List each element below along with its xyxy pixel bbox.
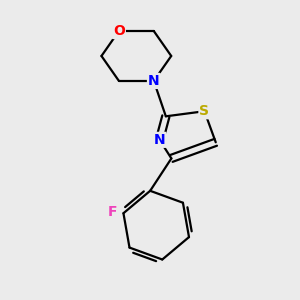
Text: F: F — [108, 205, 118, 219]
Text: O: O — [113, 24, 125, 38]
Text: N: N — [148, 74, 160, 88]
Text: N: N — [154, 133, 165, 147]
Text: S: S — [200, 104, 209, 118]
